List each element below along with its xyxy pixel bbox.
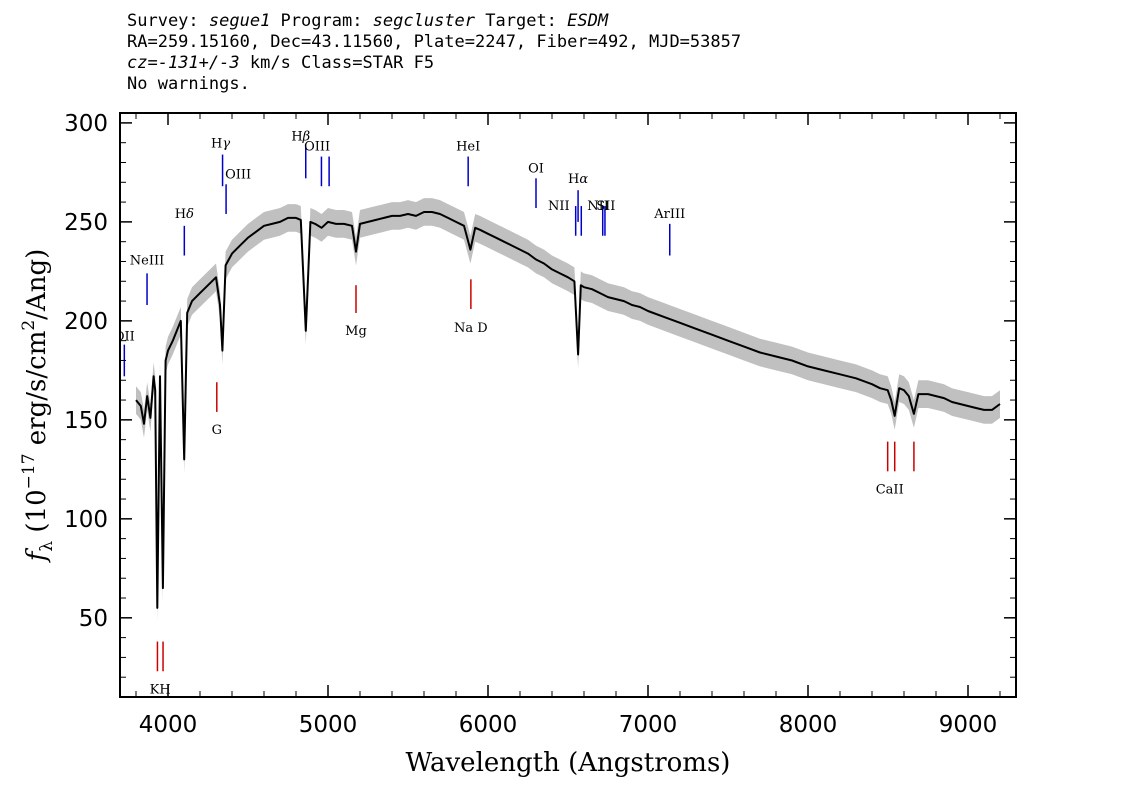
- error-band: [136, 198, 1000, 622]
- y-axis-title-mid: erg/s/cm: [22, 331, 52, 454]
- cz-equals: =: [147, 53, 158, 73]
- line-label-hdelta: Hδ: [175, 207, 194, 222]
- survey-value: segue1: [208, 11, 271, 31]
- y-axis-title-exp1: −17: [19, 453, 39, 489]
- header-line-3: cz=-131+/-3 km/s Class=STAR F5: [127, 53, 741, 74]
- y-axis-title-lambda: λ: [37, 541, 57, 552]
- x-tick-label: 5000: [299, 712, 358, 738]
- x-tick-label: 9000: [939, 712, 998, 738]
- line-label-oiii-4363: OIII: [225, 167, 251, 182]
- y-tick-label: 200: [64, 309, 108, 335]
- header-line-4: No warnings.: [127, 74, 250, 94]
- target-value: ESDM: [567, 11, 609, 31]
- header-line-1: Survey: segue1 Program: segcluster Targe…: [127, 11, 741, 32]
- line-label-nii-6548: NII: [548, 199, 570, 214]
- line-label-neiii: NeIII: [130, 253, 164, 268]
- y-axis-title-open: (10: [22, 489, 52, 541]
- y-tick-label: 150: [64, 408, 108, 434]
- line-label-nii-6583: NII: [587, 199, 609, 214]
- spectrum-group: [135, 211, 1001, 609]
- line-label-g: G: [212, 423, 222, 438]
- program-label: Program:: [270, 11, 373, 31]
- y-axis-title-exp2: 2: [19, 320, 39, 331]
- x-tick-label: 6000: [459, 712, 518, 738]
- y-axis-title: fλ (10−17 erg/s/cm2/Ang): [19, 249, 57, 564]
- line-label-caii: CaII: [876, 482, 904, 497]
- line-label-oii: OII: [114, 330, 135, 345]
- spectrum-line: [135, 211, 1001, 609]
- y-axis-title-close: /Ang): [22, 249, 52, 320]
- y-tick-label: 100: [64, 507, 108, 533]
- x-tick-label: 8000: [779, 712, 838, 738]
- header-line-2: RA=259.15160, Dec=43.11560, Plate=2247, …: [127, 32, 742, 52]
- line-label-sii: SII: [596, 199, 615, 214]
- survey-label: Survey:: [127, 11, 209, 31]
- line-label-kh: KH: [150, 682, 171, 697]
- line-label-nad: Na D: [454, 321, 488, 336]
- line-label-mg: Mg: [345, 324, 367, 339]
- axis-ticks-group: 4000 5000 6000 7000 8000 9000 50 100 150 200 250 30…: [64, 111, 1016, 738]
- target-label: Target:: [475, 11, 568, 31]
- program-value: segcluster: [372, 11, 476, 31]
- error-band-group: [136, 198, 1000, 622]
- line-label-oi: OI: [528, 161, 544, 176]
- x-axis-title: Wavelength (Angstroms): [406, 748, 731, 778]
- x-tick-label: 7000: [619, 712, 678, 738]
- line-label-ariii: ArIII: [653, 207, 685, 222]
- cz-class: km/s Class=STAR F5: [239, 53, 435, 73]
- line-label-hei: HeI: [456, 140, 480, 155]
- line-label-hbeta: Hβ: [291, 130, 310, 145]
- y-tick-label: 50: [79, 606, 108, 632]
- plot-frame: [119, 112, 1017, 698]
- cz-label: cz: [127, 53, 148, 73]
- line-label-hgamma: Hγ: [211, 137, 230, 152]
- x-tick-label: 4000: [139, 712, 198, 738]
- line-label-halpha: Hα: [568, 172, 588, 187]
- spectrum-header: Survey: segue1 Program: segcluster Targe…: [127, 11, 741, 95]
- line-label-oiii-5007: OIII: [304, 140, 330, 155]
- y-tick-label: 300: [64, 111, 108, 137]
- y-tick-label: 250: [64, 210, 108, 236]
- cz-value: -131+/-3: [157, 53, 240, 73]
